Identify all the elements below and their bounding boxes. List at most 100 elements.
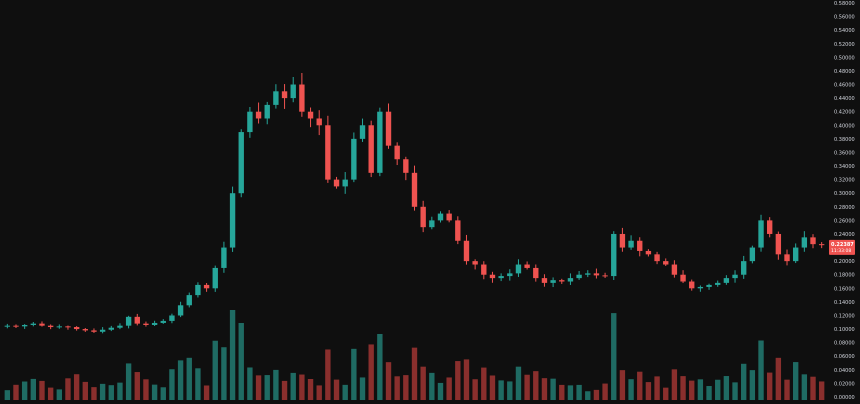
volume-bar <box>489 375 496 400</box>
volume-bar <box>723 376 730 400</box>
candle-body <box>585 273 591 275</box>
volume-bar <box>749 370 756 400</box>
candle-body <box>420 206 426 228</box>
y-tick-label: 0.10000 <box>834 327 855 333</box>
candle-body <box>524 264 530 268</box>
candle-body <box>99 329 106 332</box>
volume-bars <box>4 310 825 400</box>
candle-body <box>792 247 799 262</box>
candle-body <box>394 145 400 160</box>
candle-body <box>325 125 331 180</box>
candle-body <box>56 326 62 328</box>
volume-bar <box>186 357 192 400</box>
candle-body <box>151 322 158 325</box>
candle-body <box>541 278 548 283</box>
candle-body <box>403 159 409 173</box>
volume-bar <box>619 370 626 400</box>
y-tick-label: 0.42000 <box>834 110 855 116</box>
candle-body <box>368 125 374 173</box>
volume-bar <box>680 376 686 400</box>
volume-bar <box>255 375 262 400</box>
volume-bar <box>784 379 790 400</box>
candle-body <box>567 278 574 282</box>
volume-bar <box>394 376 400 400</box>
volume-bar <box>654 376 660 400</box>
volume-bar <box>810 376 816 400</box>
y-tick-label: 0.16000 <box>834 286 855 292</box>
candle-body <box>784 254 790 262</box>
candle-body <box>507 273 513 277</box>
candle-body <box>411 172 418 207</box>
volume-bar <box>628 379 634 400</box>
candle-body <box>689 281 695 289</box>
y-tick-label: 0.44000 <box>834 96 855 102</box>
volume-bar <box>741 363 747 400</box>
candle-body <box>758 220 764 248</box>
y-tick-label: 0.06000 <box>834 354 855 360</box>
candle-body <box>663 261 669 265</box>
candle-body <box>229 193 236 248</box>
y-tick-label: 0.02000 <box>834 381 855 387</box>
volume-bar <box>359 377 366 400</box>
candle-body <box>13 325 19 327</box>
volume-bar <box>507 381 513 400</box>
volume-bar <box>316 385 322 400</box>
volume-bar <box>299 374 305 400</box>
y-tick-label: 0.50000 <box>834 55 855 61</box>
candle-body <box>21 324 28 327</box>
candle-body <box>437 213 444 221</box>
candle-body <box>498 276 504 279</box>
volume-bar <box>515 366 522 400</box>
candle-body <box>489 274 496 279</box>
volume-bar <box>108 385 114 400</box>
volume-bar <box>671 369 678 400</box>
volume-bar <box>455 361 461 400</box>
volume-bar <box>82 381 88 400</box>
candle-body <box>73 327 80 330</box>
candle-body <box>316 118 322 126</box>
candle-body <box>238 132 244 194</box>
volume-bar <box>602 383 608 400</box>
y-tick-label: 0.48000 <box>834 69 855 75</box>
candle-body <box>117 325 123 328</box>
candle-body <box>446 213 452 221</box>
price-axis[interactable]: 0.00000 0.02000 0.04000 0.06000 0.08000 0.100… <box>834 1 855 401</box>
volume-bar <box>247 367 253 400</box>
candle-body <box>576 274 582 279</box>
volume-bar <box>195 368 201 400</box>
candle-body <box>143 323 149 325</box>
volume-bar <box>663 387 669 400</box>
volume-bar <box>169 369 175 400</box>
volume-bar <box>134 372 140 400</box>
volume-bar <box>533 371 539 400</box>
candle-body <box>281 91 288 99</box>
volume-bar <box>56 389 62 400</box>
candle-body <box>645 250 652 255</box>
volume-bar <box>559 384 565 400</box>
candle-body <box>385 111 392 146</box>
volume-bar <box>117 382 123 400</box>
candle-body <box>723 278 730 283</box>
candle-body <box>732 274 738 279</box>
volume-bar <box>697 379 704 400</box>
candle-body <box>351 138 357 180</box>
volume-bar <box>325 349 331 400</box>
candle-body <box>39 323 45 326</box>
candle-body <box>559 280 565 282</box>
y-tick-label: 0.20000 <box>834 259 855 265</box>
volume-bar <box>792 362 799 400</box>
y-tick-label: 0.08000 <box>834 341 855 347</box>
y-tick-label: 0.00000 <box>834 395 855 400</box>
volume-bar <box>585 391 591 400</box>
candle-body <box>342 179 348 187</box>
y-tick-label: 0.04000 <box>834 368 855 374</box>
candle-body <box>533 267 539 279</box>
candle-body <box>680 274 686 282</box>
candle-body <box>697 286 704 289</box>
y-tick-label: 0.30000 <box>834 191 855 197</box>
last-price-value: 0.22387 <box>831 242 854 248</box>
candle-body <box>741 261 747 275</box>
